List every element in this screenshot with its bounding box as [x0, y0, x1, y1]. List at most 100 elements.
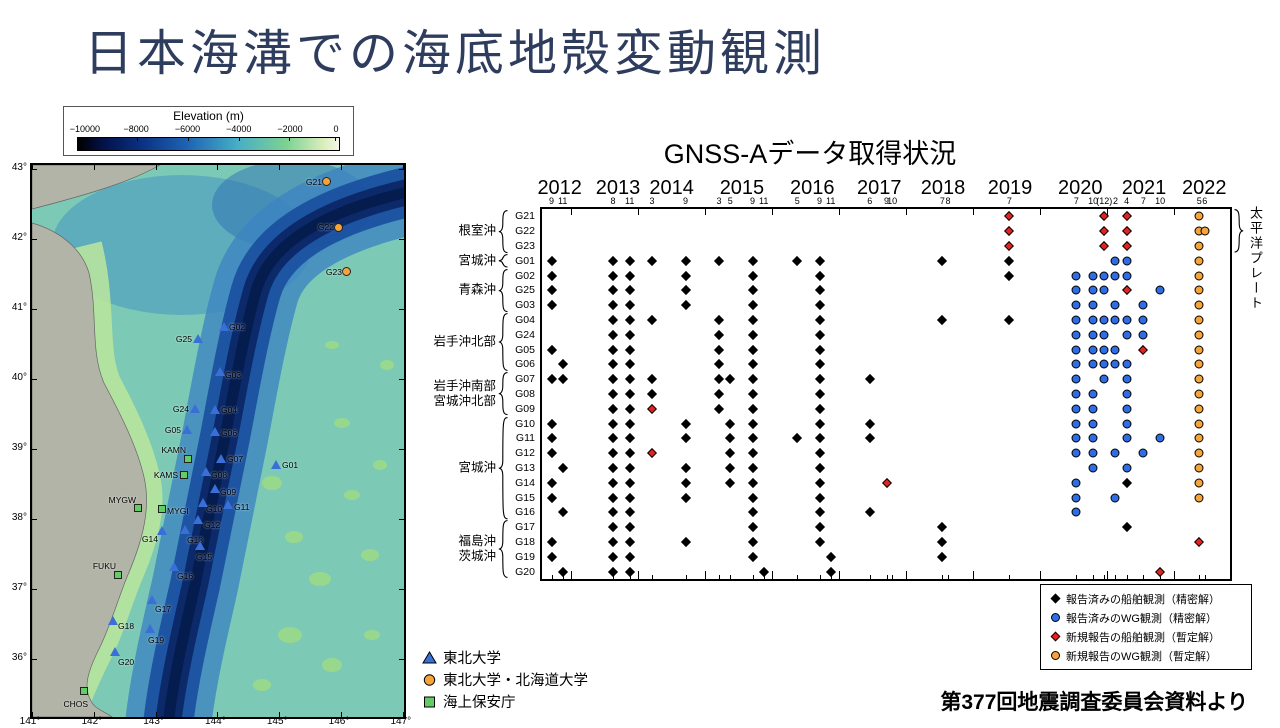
gnss-data-chart: 2012 2013 2014 2015 2016 2017 2018 2019 2020 2021… [433, 177, 1244, 581]
obs-marker-G09 [1071, 404, 1081, 414]
month-tick [730, 575, 732, 579]
month-tick [830, 575, 832, 579]
obs-marker-G01 [624, 255, 635, 266]
obs-marker-G08 [714, 389, 724, 399]
obs-marker-G23 [1004, 241, 1015, 251]
month-label: 10 [1155, 196, 1166, 206]
year-label: 2022 [1182, 177, 1227, 199]
obs-marker-G24 [1138, 330, 1148, 340]
obs-marker-G10 [1194, 419, 1204, 429]
colorbar-gradient [77, 137, 340, 151]
obs-marker-G13 [814, 463, 825, 473]
month-label: 9 [548, 196, 555, 206]
month-label: (12) [1096, 196, 1113, 206]
group-label: 宮城沖 [458, 253, 496, 268]
year-label: 2014 [649, 177, 694, 199]
right-brace [1234, 209, 1244, 253]
obs-marker-G15 [608, 492, 618, 503]
map-legend-item: 東北大学・北海道大学 [420, 668, 588, 690]
colorbar-tick [136, 138, 138, 141]
obs-marker-G03 [1088, 300, 1098, 310]
obs-marker-G17 [747, 522, 758, 533]
lat-label: 41° [11, 302, 27, 313]
obs-marker-G25 [1088, 285, 1098, 295]
lat-tick [399, 519, 404, 520]
obs-marker-G08 [1088, 389, 1098, 399]
obs-marker-G04 [714, 315, 724, 325]
colorbar-tick-label: −4000 [226, 124, 252, 134]
map-legend-item: 海上保安庁 [420, 690, 588, 712]
triangle-icon [420, 650, 438, 664]
group-label: 根室沖 [458, 223, 496, 238]
obs-marker-G08 [647, 389, 657, 399]
month-label: 4 [1124, 196, 1130, 206]
month-label: 9 [683, 196, 689, 206]
legend-marker [1050, 651, 1060, 660]
circle-icon [420, 673, 438, 686]
obs-marker-G07 [557, 374, 568, 385]
obs-marker-G02 [1122, 271, 1132, 281]
obs-marker-G02 [1004, 270, 1015, 281]
obs-marker-G14 [814, 477, 825, 488]
obs-marker-G14 [1194, 478, 1204, 488]
month-label: 11 [826, 196, 836, 206]
obs-marker-G24 [1088, 330, 1098, 340]
obs-marker-G21 [1194, 211, 1204, 221]
obs-marker-G01 [608, 255, 618, 266]
month-tick [819, 575, 821, 579]
obs-marker-G05 [814, 344, 825, 355]
lat-label: 43° [11, 162, 27, 173]
obs-marker-G18 [546, 537, 557, 547]
station-label-G08: G08 [211, 470, 228, 480]
legend-label: 新規報告のWG観測（暫定解） [1066, 650, 1217, 663]
month-tick [1115, 575, 1117, 579]
lat-label: 42° [11, 232, 27, 243]
obs-marker-G11 [864, 433, 875, 444]
station-label-G10: G10 [206, 504, 223, 514]
chart-title: GNSS-Aデータ取得状況 [663, 139, 957, 169]
legend-label: 報告済みの船舶観測（精密解） [1066, 593, 1220, 606]
obs-marker-G01 [937, 255, 948, 266]
obs-marker-G11 [1071, 433, 1081, 443]
group-brace [498, 209, 508, 253]
obs-marker-G02 [747, 270, 758, 281]
station-marker-triangle [210, 405, 220, 414]
year-tick [1107, 571, 1109, 579]
obs-marker-G07 [864, 374, 875, 385]
obs-marker-G01 [647, 255, 657, 266]
lat-tick [32, 589, 37, 590]
lon-tick [32, 712, 33, 717]
year-tick [973, 209, 975, 215]
station-marker-triangle [195, 541, 205, 550]
lat-tick [32, 169, 37, 170]
obs-marker-G06 [714, 359, 724, 370]
obs-marker-G15 [546, 492, 557, 503]
lon-tick [217, 712, 219, 717]
obs-marker-G12 [624, 448, 635, 459]
legend-item: 報告済みの船舶観測（精密解） [1047, 589, 1245, 608]
station-label-G17: G17 [155, 604, 172, 614]
month-tick [551, 575, 553, 579]
obs-marker-G02 [1099, 271, 1109, 281]
lat-label: 40° [11, 372, 27, 383]
obs-marker-G06 [1088, 359, 1098, 369]
month-label: 5 [1196, 196, 1202, 206]
month-tick [1199, 575, 1201, 579]
row-label-G19: G19 [515, 550, 535, 563]
station-label-MYGW: MYGW [108, 495, 136, 505]
obs-marker-G19 [825, 551, 836, 562]
lat-label: 37° [11, 582, 27, 593]
map-legend-label: 海上保安庁 [443, 694, 516, 711]
obs-marker-G01 [546, 255, 557, 266]
month-label: 11 [558, 196, 568, 206]
map-legend-label: 東北大学・北海道大学 [443, 672, 588, 689]
legend-item: 報告済みのWG観測（精密解） [1047, 608, 1245, 627]
obs-marker-G24 [624, 329, 635, 340]
obs-marker-G04 [1004, 315, 1015, 325]
colorbar-tick-label: −2000 [277, 124, 303, 134]
obs-marker-G11 [680, 433, 691, 444]
month-label: 2 [1112, 196, 1118, 206]
station-label-G05: G05 [164, 425, 181, 435]
month-tick [1143, 575, 1145, 579]
year-tick [571, 209, 573, 215]
